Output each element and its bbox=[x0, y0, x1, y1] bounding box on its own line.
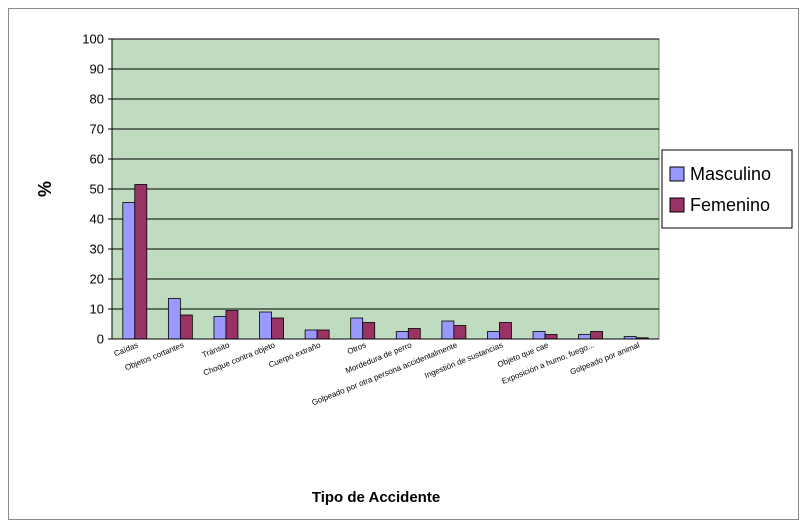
y-tick-label: 80 bbox=[90, 92, 104, 107]
y-tick-label: 70 bbox=[90, 122, 104, 137]
bar-femenino bbox=[271, 317, 284, 340]
y-tick-label: 20 bbox=[90, 272, 104, 287]
y-tick-label: 10 bbox=[90, 302, 104, 317]
bar-masculino bbox=[441, 320, 455, 340]
legend-label-masculino: Masculino bbox=[690, 164, 771, 184]
legend-swatch-femenino bbox=[669, 197, 685, 213]
bar-masculino bbox=[395, 331, 409, 340]
bar-femenino bbox=[362, 322, 376, 340]
bar-masculino bbox=[213, 316, 227, 340]
axes bbox=[111, 39, 659, 340]
bar-femenino bbox=[179, 314, 193, 340]
bar-masculino bbox=[122, 202, 136, 340]
bar-masculino bbox=[304, 329, 318, 340]
bar-masculino bbox=[167, 298, 181, 340]
bar-femenino bbox=[225, 310, 239, 340]
x-tick-label: Caídas bbox=[113, 341, 140, 359]
y-tick-label: 30 bbox=[90, 242, 104, 257]
bar-femenino bbox=[453, 325, 467, 340]
bar-femenino bbox=[499, 322, 512, 340]
y-tick-label: 40 bbox=[90, 212, 104, 227]
x-tick-label: Tránsito bbox=[201, 340, 231, 359]
y-tick-label: 0 bbox=[97, 332, 104, 347]
x-axis-label: Tipo de Accidente bbox=[312, 489, 440, 506]
bar-femenino bbox=[316, 329, 330, 340]
bar-femenino bbox=[544, 334, 558, 340]
bars bbox=[122, 184, 649, 340]
bar-masculino bbox=[259, 311, 272, 340]
y-axis-ticks: 0 10 20 30 40 50 60 70 80 90 100 bbox=[82, 32, 112, 347]
legend-swatch-masculino bbox=[669, 166, 685, 182]
y-tick-label: 60 bbox=[90, 152, 104, 167]
y-tick-label: 90 bbox=[90, 62, 104, 77]
x-tick-label: Cuerpo extraño bbox=[267, 340, 322, 369]
bar-masculino bbox=[350, 317, 364, 340]
bar-masculino bbox=[578, 334, 592, 340]
x-tick-label: Ingestión de sustancias bbox=[423, 341, 504, 381]
x-tick-label: Otros bbox=[346, 341, 368, 357]
bar-masculino bbox=[532, 331, 546, 340]
y-axis-label: % bbox=[35, 181, 55, 197]
gridlines bbox=[112, 38, 659, 310]
legend-label-femenino: Femenino bbox=[690, 195, 770, 215]
y-tick-label: 50 bbox=[90, 182, 104, 197]
legend: Masculino Femenino bbox=[661, 149, 793, 229]
bar-masculino bbox=[487, 331, 500, 340]
bar-femenino bbox=[407, 328, 421, 340]
bar-femenino bbox=[134, 184, 148, 340]
bar-femenino bbox=[590, 331, 604, 340]
chart-frame: 0 10 20 30 40 50 60 70 80 90 100 Caídas Objetos cor… bbox=[8, 8, 799, 520]
legend-box bbox=[661, 149, 793, 229]
y-tick-label: 100 bbox=[82, 32, 104, 47]
